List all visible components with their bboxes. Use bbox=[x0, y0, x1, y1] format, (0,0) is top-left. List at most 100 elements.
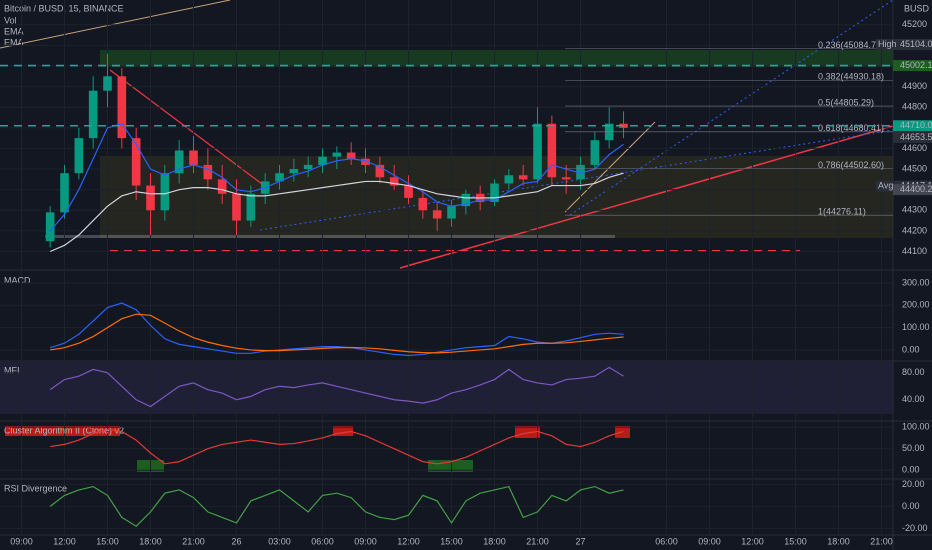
x-tick-label: 27 bbox=[576, 536, 586, 546]
candle-body bbox=[131, 138, 141, 186]
tag-box bbox=[876, 39, 893, 51]
price-label: 44710.00 bbox=[900, 120, 932, 130]
candle-body bbox=[45, 212, 55, 242]
candle-body bbox=[533, 123, 542, 180]
x-tick-label: 21:00 bbox=[526, 536, 549, 546]
candle-body bbox=[404, 185, 413, 198]
candle-body bbox=[318, 156, 327, 165]
candle-body bbox=[504, 175, 514, 184]
y-tick-label: 100.00 bbox=[902, 322, 930, 332]
fib-label: 0.236(45084.70) bbox=[818, 40, 884, 50]
trend-line bbox=[109, 69, 271, 191]
candle-body bbox=[418, 197, 428, 211]
candle-body bbox=[490, 183, 499, 203]
fib-label: 0.786(44502.60) bbox=[818, 160, 884, 170]
x-tick-label: 15:00 bbox=[784, 536, 807, 546]
series-line bbox=[49, 172, 624, 253]
candle-body bbox=[289, 169, 299, 174]
price-tag bbox=[893, 120, 932, 132]
fib-label: 0.382(44930.18) bbox=[818, 72, 884, 82]
candle-body bbox=[518, 175, 528, 180]
y-tick-label: 80.00 bbox=[902, 367, 925, 377]
candle-body bbox=[346, 152, 356, 159]
price-tag bbox=[893, 39, 932, 51]
candle-body bbox=[174, 150, 184, 174]
cluster-box bbox=[5, 426, 120, 436]
series-line bbox=[50, 428, 624, 465]
price-tag bbox=[893, 184, 932, 196]
cluster-box bbox=[515, 426, 540, 438]
y-tick-label: 44200 bbox=[902, 225, 927, 235]
legend-entry: EMA bbox=[4, 26, 24, 36]
candle-body bbox=[389, 177, 399, 186]
x-tick-label: 06:00 bbox=[655, 536, 678, 546]
fib-label: 0.5(44805.29) bbox=[818, 97, 874, 107]
candle-body bbox=[189, 150, 198, 165]
tag-box bbox=[876, 180, 893, 192]
candle-body bbox=[332, 152, 342, 157]
trend-line bbox=[564, 121, 656, 213]
candle-body bbox=[88, 90, 98, 139]
candle-body bbox=[217, 179, 227, 194]
y-tick-label: 0.00 bbox=[902, 344, 920, 354]
pane-title: MFI bbox=[4, 365, 20, 375]
x-tick-label: 21:00 bbox=[182, 536, 205, 546]
fib-label: 1(44276.11) bbox=[818, 207, 866, 217]
y-tick-label: 300.00 bbox=[902, 277, 930, 287]
candle-body bbox=[461, 193, 471, 207]
series-line bbox=[50, 313, 624, 354]
y-tick-label: 40.00 bbox=[902, 394, 925, 404]
candle-body bbox=[117, 76, 127, 139]
pane-title: Cluster Algorithm II (Clone) v2 bbox=[4, 425, 124, 435]
x-tick-label: 12:00 bbox=[53, 536, 76, 546]
x-tick-label: 09:00 bbox=[354, 536, 377, 546]
y-tick-label: 200.00 bbox=[902, 300, 930, 310]
legend-entry: Vol bbox=[4, 15, 17, 25]
candle-body bbox=[160, 173, 170, 211]
series-line bbox=[49, 366, 624, 408]
candle-body bbox=[375, 164, 385, 178]
y-tick-label: 20.00 bbox=[902, 479, 925, 489]
legend-entry: EMA bbox=[4, 37, 24, 47]
y-tick-label: 100.00 bbox=[902, 422, 930, 432]
cluster-box bbox=[333, 426, 353, 436]
series-line bbox=[49, 485, 624, 527]
candle-body bbox=[547, 123, 557, 178]
price-label: 45002.16 bbox=[900, 60, 932, 70]
price-label: 44400.25 bbox=[900, 184, 932, 194]
range-line bbox=[45, 235, 615, 238]
price-label: 45104.07 bbox=[900, 39, 932, 49]
x-tick-label: 21:00 bbox=[870, 536, 893, 546]
x-tick-label: 18:00 bbox=[483, 536, 506, 546]
quote-label: BUSD bbox=[904, 3, 930, 13]
y-tick-label: 44500 bbox=[902, 163, 927, 173]
candle-body bbox=[103, 76, 112, 91]
x-tick-label: 03:00 bbox=[268, 536, 291, 546]
price-tag-label: Avg bbox=[878, 180, 893, 190]
candle-body bbox=[275, 173, 284, 182]
candle-body bbox=[232, 193, 241, 221]
candle-body bbox=[361, 158, 370, 165]
y-tick-label: 0.00 bbox=[902, 501, 920, 511]
x-tick-label: 15:00 bbox=[96, 536, 119, 546]
x-tick-label: 26 bbox=[232, 536, 242, 546]
y-tick-label: -20.00 bbox=[902, 523, 928, 533]
y-tick-label: 45200 bbox=[902, 19, 927, 29]
x-tick-label: 15:00 bbox=[440, 536, 463, 546]
y-tick-label: 44600 bbox=[902, 143, 927, 153]
candle-body bbox=[303, 164, 313, 170]
mfi-band bbox=[0, 362, 893, 414]
price-label: 44653.50 bbox=[900, 132, 932, 142]
fib-label: 0.618(44680.41) bbox=[818, 123, 884, 133]
candle-body bbox=[203, 164, 213, 180]
x-tick-label: 18:00 bbox=[827, 536, 850, 546]
candle-body bbox=[576, 164, 585, 180]
candle-body bbox=[447, 206, 456, 219]
x-tick-label: 12:00 bbox=[741, 536, 764, 546]
candle-body bbox=[60, 173, 69, 213]
series-line bbox=[49, 122, 624, 232]
pane-title: RSI Divergence bbox=[4, 483, 67, 493]
price-tag-label: High bbox=[878, 39, 897, 49]
